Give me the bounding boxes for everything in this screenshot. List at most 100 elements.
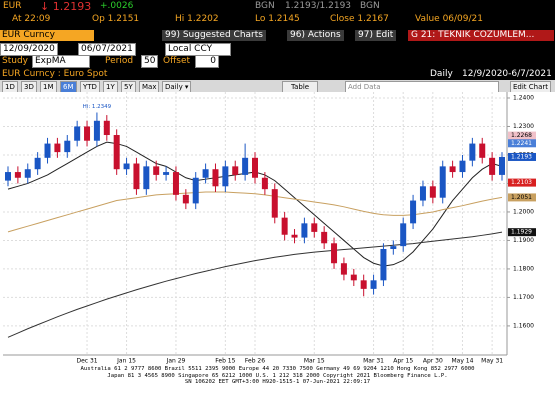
source: BGN <box>360 1 380 11</box>
x-tick-label: Apr 30 <box>423 358 443 365</box>
security[interactable]: EUR Curncy <box>0 30 94 41</box>
x-tick-label: Dec 31 <box>76 358 97 365</box>
x-tick-label: Feb 15 <box>215 358 235 365</box>
template[interactable]: G 21: TEKNIK COZUMLEM... <box>408 30 554 41</box>
x-tick-label: Mar 31 <box>363 358 384 365</box>
candle-body <box>212 169 219 187</box>
footer-line: Australia 61 2 9777 8600 Brazil 5511 239… <box>80 366 475 372</box>
candle-body <box>44 143 51 158</box>
end-date[interactable]: 06/07/2021 <box>78 43 136 56</box>
period[interactable]: 50 <box>141 55 159 68</box>
x-tick-label: Jan 29 <box>166 358 186 365</box>
low: Lo 1.2145 <box>255 14 300 24</box>
chart: 1.16001.17001.18001.19001.20001.21001.22… <box>0 92 555 400</box>
study-label: Study <box>2 56 28 66</box>
candle-body <box>14 172 21 178</box>
suggested-charts[interactable]: 99) Suggested Charts <box>162 30 266 41</box>
tab-bar: 1D 3D 1M 6M YTD 1Y 5Y Max Daily ▾ Table Add Data Ed… <box>0 80 555 93</box>
x-tick-label: Mar 15 <box>304 358 325 365</box>
table-button[interactable]: Table <box>282 81 319 93</box>
actions[interactable]: 96) Actions <box>287 30 344 41</box>
y-tick-label: 1.1900 <box>513 237 534 244</box>
candle-body <box>331 243 338 264</box>
candle-body <box>242 157 249 175</box>
range-tab[interactable]: YTD <box>80 81 100 93</box>
footer: Australia 61 2 9777 8600 Brazil 5511 239… <box>0 366 555 400</box>
candle-body <box>400 223 407 247</box>
chart-title: EUR Curncy : Euro Spot <box>2 69 108 79</box>
candle-body <box>64 140 71 153</box>
candle-body <box>5 172 11 181</box>
price-tag <box>508 178 536 187</box>
candle-body <box>113 135 120 170</box>
footer-line: SN 106202 EET GMT+3:00 H920-1515-1 07-Ju… <box>184 379 371 385</box>
price-tag <box>508 193 536 202</box>
bid-ask: 1.2193/1.2193 <box>285 1 352 11</box>
candle-body <box>419 186 426 201</box>
start-date[interactable]: 12/09/2020 <box>0 43 58 56</box>
y-tick-label: 1.1600 <box>513 322 534 329</box>
moving-average <box>7 191 503 233</box>
price-tag-label: 1.2268 <box>511 132 532 139</box>
close: Close 1.2167 <box>330 14 389 24</box>
candle-body <box>469 143 476 161</box>
candle-body <box>291 234 298 238</box>
price-tag <box>508 228 536 237</box>
open: Op 1.2151 <box>92 14 140 24</box>
y-tick-label: 1.2000 <box>513 208 534 215</box>
candle-body <box>93 120 100 141</box>
candle-body <box>301 223 308 238</box>
candle-body <box>74 126 81 141</box>
candle-body <box>232 166 239 175</box>
x-tick-label: May 31 <box>481 358 503 365</box>
time: At 22:09 <box>12 14 51 24</box>
x-tick-label: Apr 15 <box>393 358 413 365</box>
candle-body <box>281 217 288 235</box>
source: BGN <box>255 1 275 11</box>
price-tag <box>508 139 536 148</box>
candle-body <box>54 143 61 153</box>
candle-body <box>350 274 357 281</box>
candle-body <box>479 143 486 158</box>
candle-body <box>449 166 456 173</box>
candle-body <box>370 280 377 289</box>
offset-label: Offset <box>163 56 191 66</box>
candle-body <box>153 166 160 175</box>
candle-body <box>163 172 170 175</box>
price-tag-label: 1.2241 <box>511 140 532 147</box>
candle-body <box>24 169 31 178</box>
candle-body <box>261 177 268 190</box>
price-tag <box>508 131 536 140</box>
value-date: Value 06/09/21 <box>415 14 483 24</box>
candle-body <box>380 248 387 281</box>
candle-body <box>321 231 328 244</box>
offset[interactable]: 0 <box>195 55 219 68</box>
candle-body <box>499 156 505 175</box>
y-tick-label: 1.1800 <box>513 265 534 272</box>
y-tick-label: 1.2400 <box>513 94 534 101</box>
candle-body <box>34 157 41 170</box>
price-tag-label: 1.2193 <box>511 153 532 160</box>
candle-body <box>103 120 110 136</box>
x-tick-label: Feb 26 <box>245 358 265 365</box>
candle-body <box>222 166 229 187</box>
candle-body <box>271 189 278 218</box>
x-tick-label: Jan 15 <box>116 358 136 365</box>
candle-body <box>143 166 150 190</box>
study[interactable]: ExpMA <box>32 55 90 68</box>
candle-body <box>429 186 436 198</box>
price-tag-label: 1.1929 <box>511 229 532 236</box>
high: Hi 1.2202 <box>175 14 219 24</box>
frequency: Daily <box>430 69 453 79</box>
candle-body <box>360 280 367 289</box>
candle-body <box>123 163 130 170</box>
ticker: EUR <box>3 1 22 11</box>
x-tick-label: May 14 <box>452 358 474 365</box>
annotation: Hi: 1.2349 <box>83 104 112 110</box>
edit[interactable]: 97) Edit <box>355 30 397 41</box>
candle-body <box>390 246 397 249</box>
period-label: Period <box>105 56 134 66</box>
price-tag-label: 1.2051 <box>511 194 532 201</box>
candle-body <box>172 172 179 195</box>
